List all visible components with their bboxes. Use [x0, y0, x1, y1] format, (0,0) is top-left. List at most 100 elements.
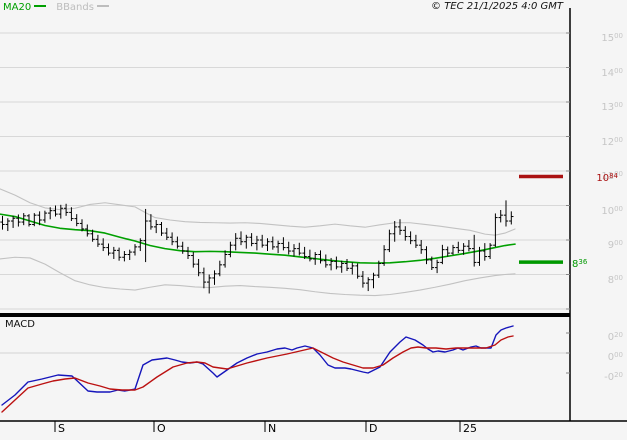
ohlc-bar: [445, 246, 450, 257]
ohlc-bar: [222, 250, 228, 268]
ohlc-bar: [21, 213, 26, 226]
legend-ma20: MA20: [3, 2, 47, 13]
ohlc-bar: [503, 200, 509, 227]
ohlc-bar: [440, 244, 445, 265]
ohlc-bar: [260, 234, 265, 248]
price-axis-label-1200: 1200: [601, 135, 623, 148]
ohlc-bar: [281, 237, 286, 251]
ohlc-bar: [16, 214, 21, 227]
ohlc-bar: [169, 232, 175, 246]
ma20-line-swatch: [34, 5, 47, 7]
ohlc-bar: [387, 229, 392, 253]
ohlc-bar: [334, 256, 339, 270]
ohlc-bar: [371, 272, 376, 289]
ohlc-bar: [244, 234, 249, 249]
ohlc-bar: [498, 209, 503, 223]
ohlc-bar: [355, 263, 360, 279]
date-label-25: 25: [463, 422, 477, 435]
ohlc-bar: [159, 222, 164, 236]
ohlc-bar: [286, 241, 291, 255]
ohlc-bar: [270, 236, 275, 250]
panel-separator: [0, 313, 570, 317]
level-label-836: 836: [572, 258, 588, 271]
ohlc-bar: [466, 240, 472, 252]
price-axis-label-800: 800: [607, 273, 623, 286]
macd-axis-label--0.2: -020: [604, 371, 623, 383]
ohlc-bar: [111, 246, 116, 259]
ohlc-bar: [90, 229, 95, 242]
ohlc-bar: [456, 241, 461, 254]
ohlc-bar: [339, 260, 344, 273]
ohlc-bar: [249, 233, 254, 247]
ohlc-bar: [291, 244, 297, 257]
ohlc-bar: [116, 247, 122, 261]
ohlc-bar: [42, 210, 48, 223]
ohlc-bar: [461, 243, 466, 255]
signal-line: [1, 335, 514, 413]
ohlc-bar: [201, 267, 207, 289]
ohlc-bar: [101, 238, 106, 252]
ohlc-bar: [318, 250, 323, 264]
bollinger-lower-band: [0, 256, 516, 297]
legend-ma20-label: MA20: [3, 2, 32, 13]
ohlc-bar: [403, 226, 408, 241]
ohlc-bar: [350, 262, 355, 275]
ohlc-bar: [392, 221, 397, 242]
ohlc-bar: [48, 207, 53, 220]
ohlc-bar: [413, 234, 419, 248]
ohlc-bar: [164, 227, 169, 240]
ohlc-bar: [360, 271, 366, 288]
ohlc-bar: [275, 240, 281, 254]
ohlc-bar: [228, 241, 233, 258]
ohlc-bar: [397, 219, 403, 235]
ohlc-bar: [85, 224, 90, 237]
ohlc-bar: [79, 219, 85, 232]
macd-line: [1, 325, 514, 406]
ohlc-bar: [185, 246, 191, 259]
ohlc-bar: [265, 238, 270, 252]
price-axis-label-1400: 1400: [601, 66, 623, 79]
ohlc-bar: [419, 240, 424, 254]
ohlc-bar: [191, 252, 196, 268]
ohlc-bar: [297, 242, 302, 256]
ohlc-bar: [307, 249, 313, 262]
ohlc-bar: [408, 231, 413, 245]
ohlc-bar: [10, 215, 16, 228]
legend-bbands: BBands: [56, 2, 109, 13]
ohlc-bar: [26, 214, 32, 227]
ohlc-bar: [323, 254, 328, 268]
price-axis-label-1100: 1100: [601, 170, 623, 182]
ohlc-bar: [328, 257, 334, 271]
price-axis-label-900: 900: [607, 239, 623, 251]
ohlc-bar: [196, 258, 201, 277]
bollinger-upper-band: [0, 188, 516, 236]
ohlc-bar: [424, 246, 429, 265]
ohlc-bar: [366, 277, 371, 292]
ohlc-bar: [207, 274, 212, 294]
ohlc-bar: [143, 208, 148, 263]
ohlc-bar: [233, 233, 238, 251]
price-axis-label-1000: 1000: [601, 204, 623, 217]
ohlc-bar: [477, 246, 482, 266]
ohlc-bar: [472, 234, 477, 267]
date-label-O: O: [157, 422, 166, 435]
ohlc-bar: [482, 243, 487, 261]
ohlc-bar: [154, 219, 159, 234]
ohlc-bar: [148, 214, 154, 230]
date-label-D: D: [369, 422, 378, 435]
ohlc-bar: [5, 218, 10, 232]
ohlc-bar: [180, 241, 185, 254]
ohlc-bar: [127, 249, 132, 261]
ohlc-bar: [238, 231, 244, 246]
ohlc-bar: [212, 270, 217, 285]
ohlc-bar: [37, 211, 42, 226]
ohlc-bar: [493, 213, 498, 247]
ohlc-bar: [32, 213, 37, 227]
ohlc-bar: [53, 205, 58, 217]
chart-legend: MA20 BBands: [3, 2, 119, 14]
ohlc-bar: [344, 258, 350, 272]
chart-timestamp: © TEC 21/1/2025 4:0 GMT: [431, 1, 563, 12]
ohlc-bar: [302, 246, 307, 259]
